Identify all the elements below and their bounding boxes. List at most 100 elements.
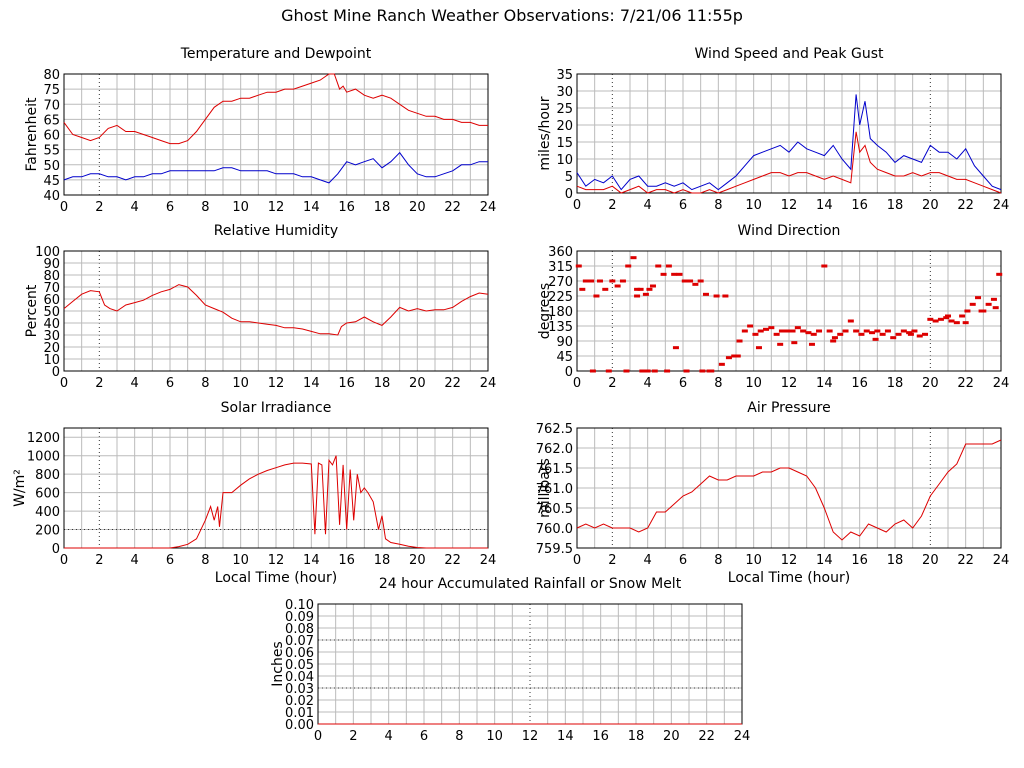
y-tick-label: 360 [548, 245, 573, 260]
x-tick-label: 6 [679, 198, 687, 213]
x-tick-label: 0 [573, 198, 581, 213]
data-point [816, 329, 823, 333]
x-tick-label: 24 [993, 198, 1010, 213]
data-point [777, 342, 784, 346]
chart-title: 24 hour Accumulated Rainfall or Snow Mel… [379, 576, 682, 592]
series-line-1 [63, 151, 488, 184]
data-point [575, 264, 582, 268]
data-point [664, 369, 671, 373]
data-point [874, 329, 881, 333]
x-tick-label: 14 [303, 553, 320, 568]
x-tick-label: 24 [993, 376, 1010, 391]
y-tick-label: 0.00 [285, 718, 314, 733]
y-axis-label: Fahrenheit [24, 97, 40, 172]
data-point [900, 329, 907, 333]
y-tick-label: 0.06 [285, 646, 314, 661]
plot-frame [63, 73, 489, 196]
y-tick-label: 75 [43, 83, 60, 98]
data-point [805, 331, 812, 335]
x-tick-label: 8 [201, 553, 209, 568]
data-point [969, 302, 976, 306]
data-point [922, 332, 929, 336]
data-point [589, 369, 596, 373]
plot-frame [576, 250, 1002, 372]
x-tick-label: 22 [957, 553, 974, 568]
y-tick-label: 270 [548, 275, 573, 290]
data-point [582, 279, 589, 283]
plot-frame [576, 73, 1002, 194]
y-tick-label: 180 [548, 305, 573, 320]
data-point [863, 329, 870, 333]
data-point [791, 341, 798, 345]
data-point [630, 256, 637, 260]
data-point [858, 332, 865, 336]
data-point [911, 329, 918, 333]
x-tick-label: 20 [922, 376, 939, 391]
y-tick-label: 90 [43, 257, 60, 272]
x-tick-label: 8 [201, 200, 209, 215]
y-tick-label: 30 [556, 85, 573, 100]
data-point [609, 279, 616, 283]
data-point [964, 309, 971, 313]
x-tick-label: 24 [480, 376, 497, 391]
data-point [847, 319, 854, 323]
x-tick-label: 18 [374, 376, 391, 391]
x-tick-label: 12 [268, 376, 285, 391]
x-tick-label: 4 [385, 729, 393, 744]
chart-title: Relative Humidity [214, 223, 338, 239]
data-point [725, 356, 732, 360]
x-tick-label: 16 [338, 553, 355, 568]
data-point [755, 346, 762, 350]
x-tick-label: 12 [268, 200, 285, 215]
x-tick-label: 0 [573, 553, 581, 568]
chart-title: Solar Irradiance [221, 400, 332, 416]
data-point [853, 329, 860, 333]
x-tick-label: 4 [131, 376, 139, 391]
y-tick-label: 0 [565, 187, 573, 202]
data-point [907, 332, 914, 336]
plot-frame [63, 427, 489, 549]
data-point [697, 279, 704, 283]
y-tick-label: 35 [556, 68, 573, 83]
series-line-0 [576, 94, 1002, 191]
data-point [681, 279, 688, 283]
y-tick-label: 50 [43, 305, 60, 320]
data-point [718, 362, 725, 366]
chart-5: Air Pressure 759.5 760.0 760.5 761.0 761.5 762… [536, 400, 1009, 586]
data-point [879, 332, 886, 336]
x-tick-label: 2 [608, 376, 616, 391]
x-tick-label: 8 [201, 376, 209, 391]
x-tick-label: 20 [922, 198, 939, 213]
y-tick-label: 10 [556, 153, 573, 168]
x-tick-label: 6 [166, 376, 174, 391]
y-tick-label: 0.07 [285, 634, 314, 649]
data-point [683, 369, 690, 373]
x-tick-label: 14 [816, 553, 833, 568]
data-point [927, 317, 934, 321]
data-point [747, 324, 754, 328]
data-point [768, 326, 775, 330]
y-tick-label: 0 [52, 542, 60, 557]
y-tick-label: 100 [35, 245, 60, 260]
series-line-0 [64, 455, 488, 549]
data-point [990, 297, 997, 301]
x-tick-label: 18 [887, 553, 904, 568]
data-point [937, 317, 944, 321]
y-axis-label: W/m² [12, 469, 28, 507]
chart-0: Temperature and Dewpoint4045505560657075… [24, 46, 496, 215]
data-point [978, 309, 985, 313]
y-tick-label: 50 [43, 159, 60, 174]
x-tick-label: 16 [338, 376, 355, 391]
data-point [672, 346, 679, 350]
data-point [614, 284, 621, 288]
data-point [634, 294, 641, 298]
data-point [800, 329, 807, 333]
x-tick-label: 4 [644, 376, 652, 391]
x-tick-label: 2 [349, 729, 357, 744]
y-tick-label: 761.5 [536, 462, 573, 477]
page-title: Ghost Mine Ranch Weather Observations: 7… [281, 6, 743, 25]
data-point [602, 287, 609, 291]
chart-title: Wind Direction [738, 223, 841, 239]
y-tick-label: 10 [43, 353, 60, 368]
